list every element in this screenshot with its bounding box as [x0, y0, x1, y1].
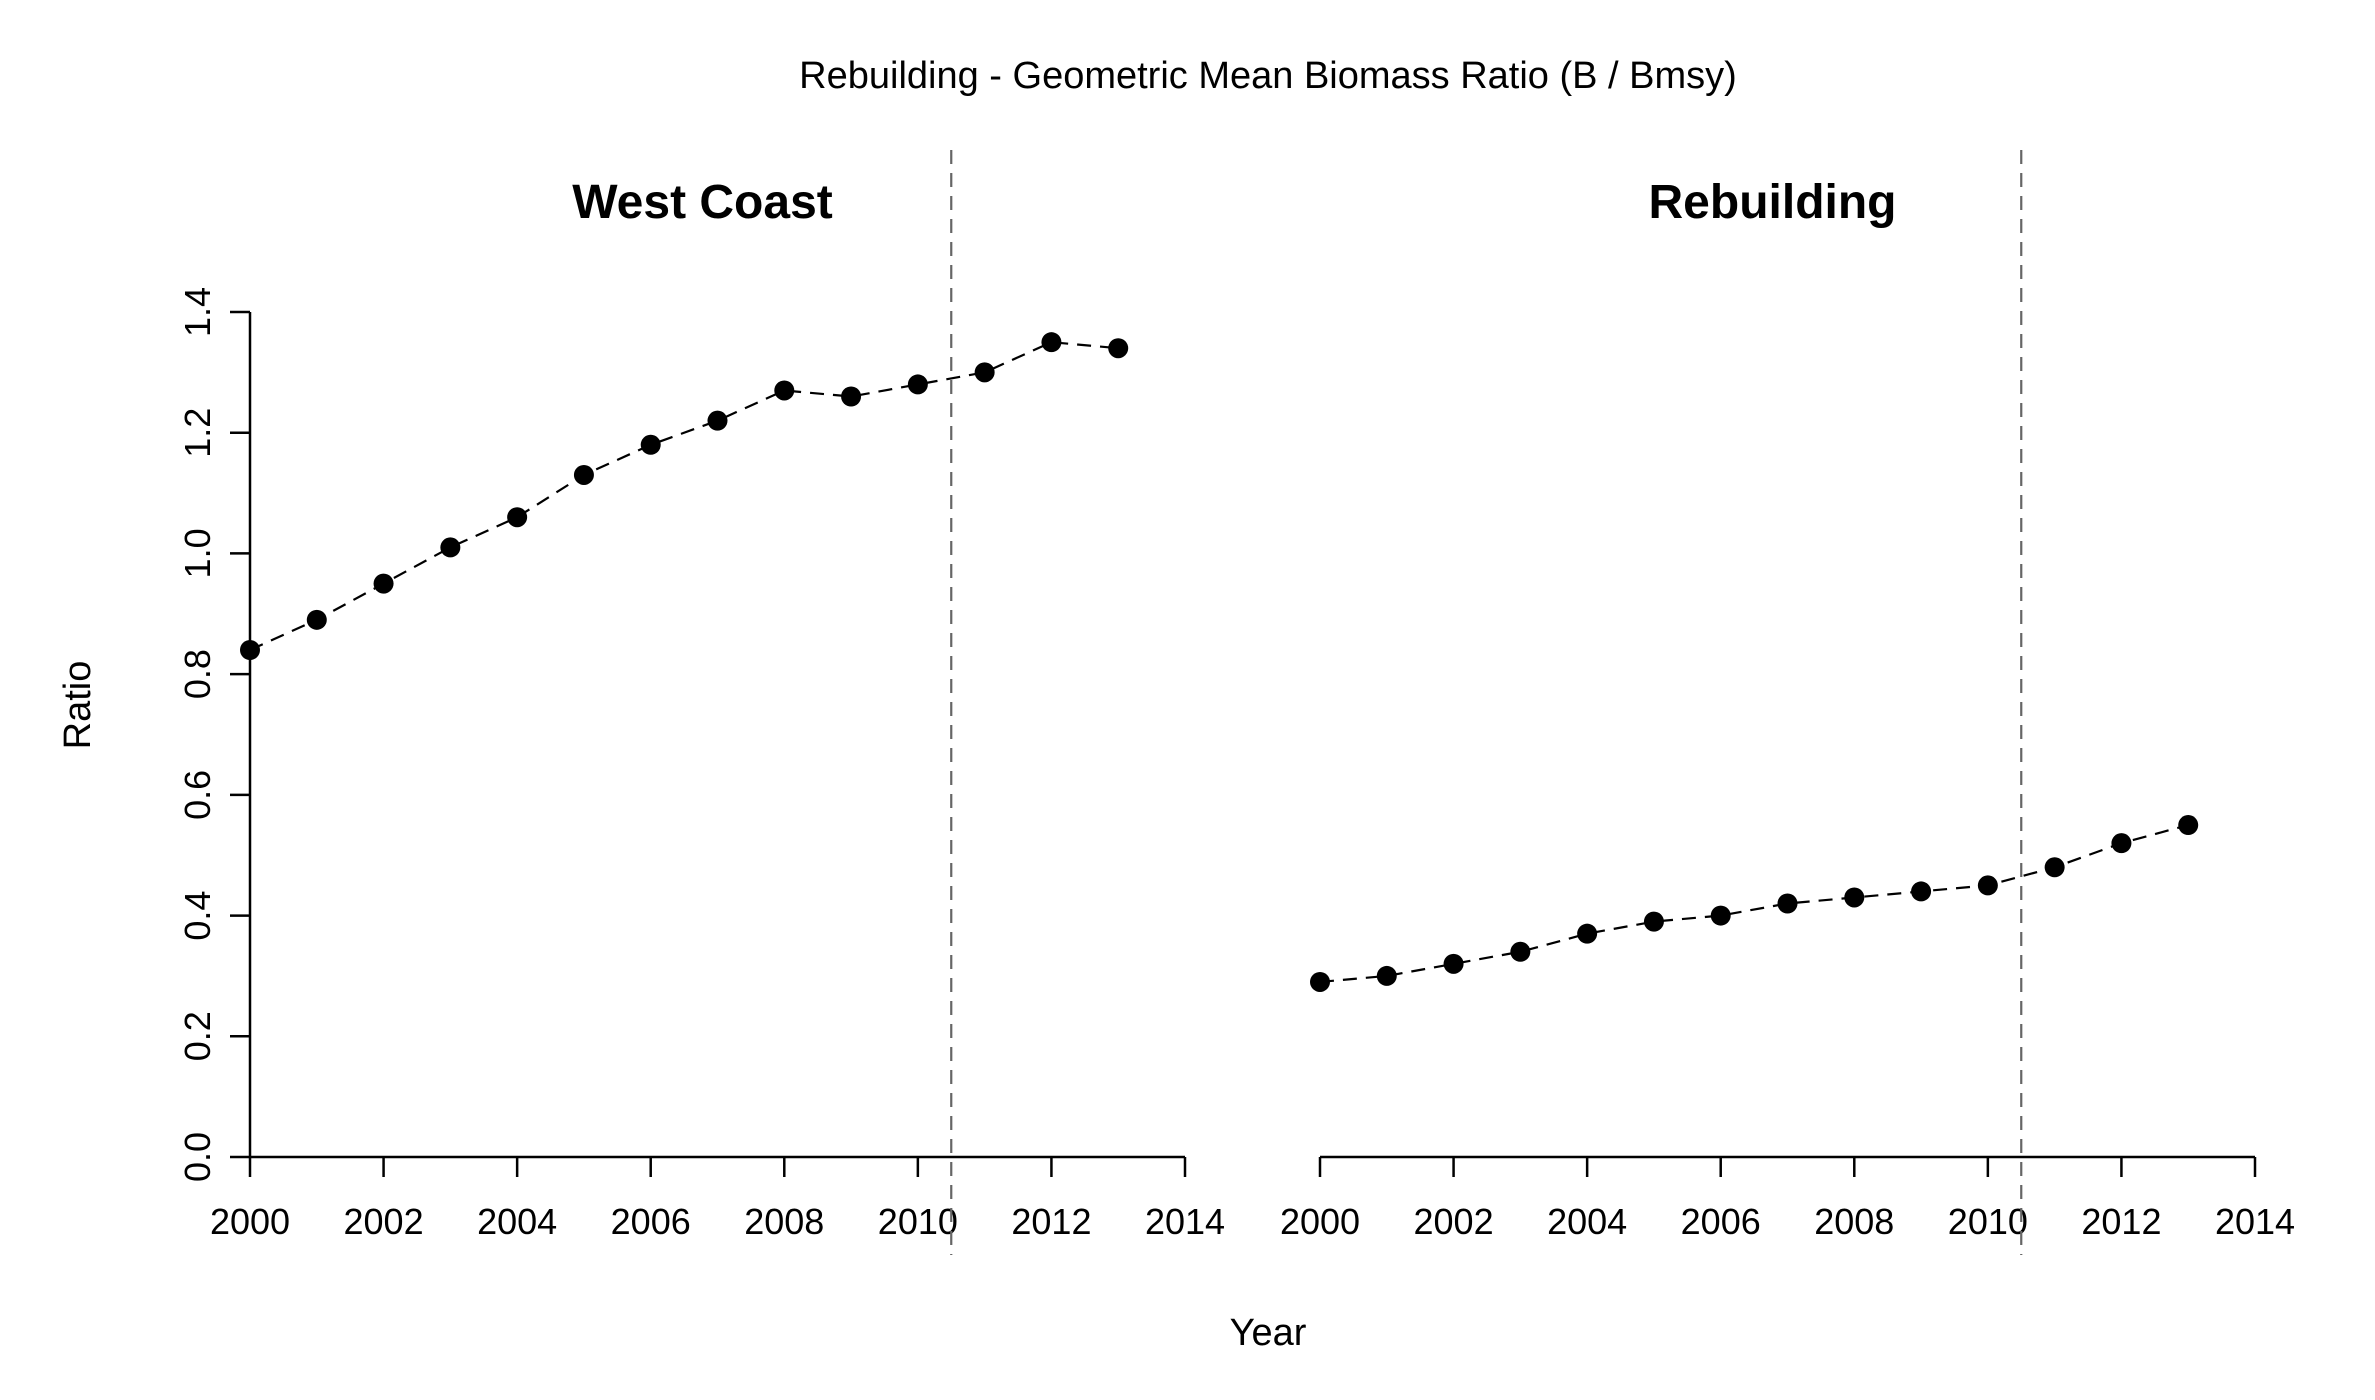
y-tick-label: 0.0	[177, 1132, 218, 1182]
data-point	[841, 386, 862, 407]
x-tick-label: 2008	[1814, 1201, 1894, 1242]
x-tick-label: 2004	[1547, 1201, 1627, 1242]
x-tick-label: 2012	[2081, 1201, 2161, 1242]
data-point	[1643, 911, 1664, 932]
data-point	[2111, 833, 2132, 854]
data-point	[440, 537, 461, 558]
y-axis-label: Ratio	[57, 661, 99, 750]
data-point	[1443, 953, 1464, 974]
y-tick-label: 1.4	[177, 287, 218, 337]
data-point	[1911, 881, 1932, 902]
data-point	[907, 374, 928, 395]
x-tick-label: 2004	[477, 1201, 557, 1242]
data-point	[1777, 893, 1798, 914]
y-tick-label: 1.0	[177, 528, 218, 578]
panel-rebuilding: Rebuilding 2000 2002 2004 2006 2008 2010 2012 20…	[1280, 150, 2295, 1255]
y-tick-label: 0.6	[177, 770, 218, 820]
data-point	[1310, 971, 1330, 992]
x-tick-label: 2006	[611, 1201, 691, 1242]
x-tick-label: 2002	[344, 1201, 424, 1242]
x-tick-label: 2000	[210, 1201, 290, 1242]
data-point	[1710, 905, 1731, 926]
data-point	[1376, 965, 1397, 986]
data-point	[373, 573, 394, 594]
data-point	[240, 640, 260, 660]
series-line	[249, 341, 1119, 652]
x-tick-label: 2010	[878, 1201, 958, 1242]
x-tick-label: 2012	[1011, 1201, 1091, 1242]
data-point	[774, 380, 795, 401]
data-point	[1108, 338, 1129, 359]
data-point	[2178, 815, 2199, 836]
x-tick-label: 2010	[1948, 1201, 2028, 1242]
data-point	[1041, 332, 1062, 353]
data-point	[1844, 887, 1865, 908]
x-tick-label: 2008	[744, 1201, 824, 1242]
data-point	[974, 362, 995, 383]
data-point	[707, 410, 728, 431]
data-point	[1510, 941, 1531, 962]
y-tick-label: 1.2	[177, 408, 218, 458]
data-point	[640, 434, 661, 455]
y-axis: 0.0 0.2 0.4 0.6 0.8 1.0 1.2 1.4	[177, 287, 252, 1182]
data-point	[1577, 923, 1598, 944]
x-tick-label: 2014	[2215, 1201, 2295, 1242]
data-point	[1977, 875, 1998, 896]
y-tick-label: 0.4	[177, 891, 218, 941]
x-tick-label: 2002	[1414, 1201, 1494, 1242]
y-tick-label: 0.2	[177, 1011, 218, 1061]
data-point	[507, 507, 528, 528]
panel-title: West Coast	[572, 176, 833, 229]
x-tick-label: 2000	[1280, 1201, 1360, 1242]
series-line	[1319, 823, 2189, 984]
x-tick-label: 2006	[1681, 1201, 1761, 1242]
panel-west-coast: West Coast 2000 2002 2004 2006 2008 2010 2012 20…	[210, 150, 1225, 1255]
data-point	[573, 464, 594, 485]
data-point	[306, 609, 327, 630]
data-point	[2044, 857, 2065, 878]
x-axis-label: Year	[1230, 1312, 1307, 1354]
panel-title: Rebuilding	[1649, 176, 1897, 229]
x-tick-label: 2014	[1145, 1201, 1225, 1242]
chart-title: Rebuilding - Geometric Mean Biomass Rati…	[799, 55, 1737, 97]
y-tick-label: 0.8	[177, 649, 218, 699]
